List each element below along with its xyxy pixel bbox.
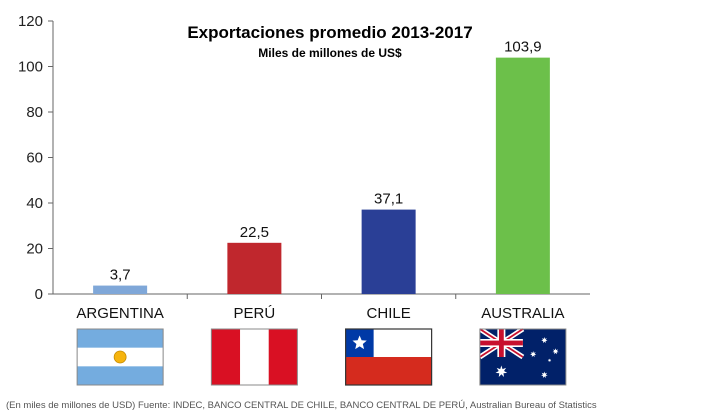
bar-perú (227, 242, 282, 294)
chile-flag (345, 328, 433, 386)
flags (76, 326, 567, 386)
peru-flag (210, 328, 298, 386)
y-tick-label: 60 (26, 150, 43, 167)
category-label: AUSTRALIA (481, 305, 564, 322)
y-tick-label: 0 (35, 286, 43, 303)
argentina-flag (76, 328, 164, 386)
bar-argentina (93, 285, 148, 294)
category-label: PERÚ (234, 305, 276, 322)
category-label: ARGENTINA (76, 305, 164, 322)
bar-australia (495, 57, 550, 294)
chart-title: Exportaciones promedio 2013-2017 (187, 23, 472, 42)
y-tick-label: 40 (26, 195, 43, 212)
bar-chile (361, 209, 416, 294)
bar-chart: Exportaciones promedio 2013-2017 Miles d… (18, 13, 590, 386)
australia-flag (478, 326, 567, 386)
source-note: (En miles de millones de USD) Fuente: IN… (6, 400, 597, 411)
category-label: CHILE (367, 305, 411, 322)
data-label: 37,1 (374, 191, 403, 208)
bars: 3,7 ARGENTINA 22,5 PERÚ 37,1 CHILE 103,9 AUSTRA… (76, 39, 564, 322)
data-label: 3,7 (110, 267, 131, 284)
y-tick-label: 100 (18, 59, 43, 76)
data-label: 103,9 (504, 39, 542, 56)
y-tick-label: 120 (18, 13, 43, 30)
chart-subtitle: Miles de millones de US$ (258, 46, 402, 60)
y-tick-label: 20 (26, 241, 43, 258)
y-tick-label: 80 (26, 104, 43, 121)
data-label: 22,5 (240, 224, 269, 241)
